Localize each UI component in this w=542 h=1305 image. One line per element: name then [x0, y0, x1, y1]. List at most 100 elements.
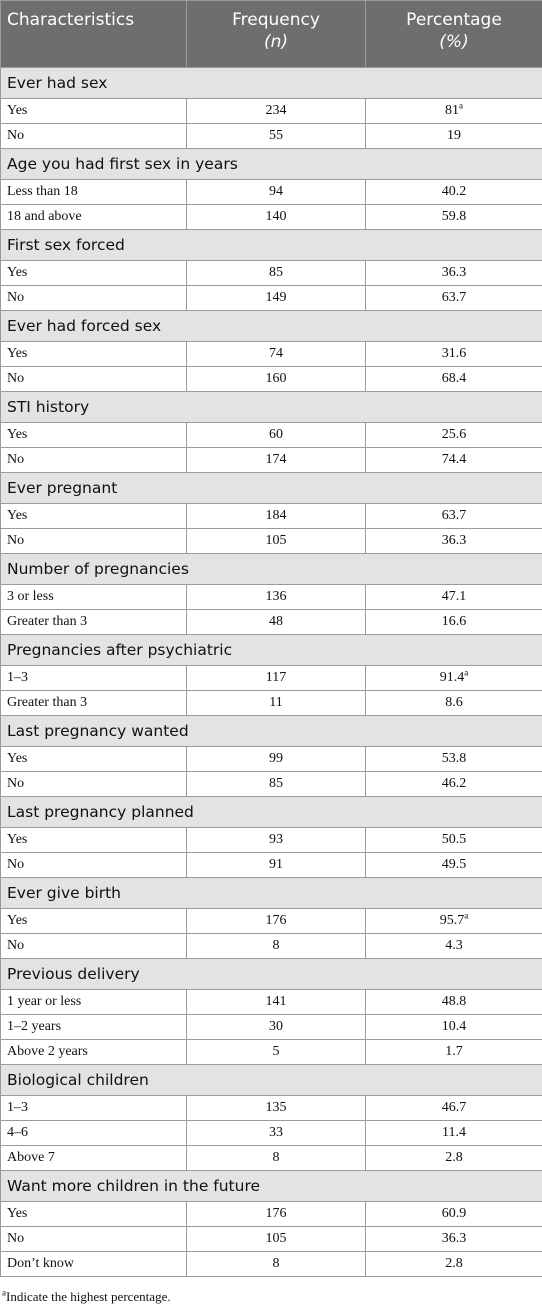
- row-label: Greater than 3: [1, 610, 187, 635]
- percentage: 49.5: [442, 857, 467, 872]
- row-label: No: [1, 529, 187, 554]
- section-row: Ever had sex: [1, 68, 542, 99]
- frequency: 55: [187, 124, 366, 149]
- row-label: 18 and above: [1, 205, 187, 230]
- percentage: 81: [445, 103, 459, 118]
- frequency: 11: [187, 691, 366, 716]
- percentage-cell: 2.8: [366, 1146, 542, 1171]
- note-marker: a: [464, 910, 468, 920]
- percentage-cell: 36.3: [366, 529, 542, 554]
- percentage: 36.3: [442, 265, 467, 280]
- percentage-cell: 68.4: [366, 367, 542, 392]
- percentage-cell: 50.5: [366, 828, 542, 853]
- section-row: Ever had forced sex: [1, 311, 542, 342]
- percentage: 53.8: [442, 751, 467, 766]
- frequency: 105: [187, 529, 366, 554]
- percentage-cell: 40.2: [366, 180, 542, 205]
- percentage-cell: 25.6: [366, 423, 542, 448]
- row-label: No: [1, 448, 187, 473]
- row-label: 4–6: [1, 1121, 187, 1146]
- percentage: 95.7: [440, 913, 465, 928]
- section-row: Number of pregnancies: [1, 554, 542, 585]
- column-unit: (n): [264, 32, 288, 52]
- section-title: Last pregnancy wanted: [1, 716, 542, 747]
- percentage: 46.7: [442, 1100, 467, 1115]
- row-label: No: [1, 124, 187, 149]
- section-title: STI history: [1, 392, 542, 423]
- section-row: Ever pregnant: [1, 473, 542, 504]
- row-label: No: [1, 286, 187, 311]
- percentage: 2.8: [445, 1256, 463, 1271]
- frequency: 176: [187, 909, 366, 934]
- percentage: 4.3: [445, 938, 463, 953]
- section-row: Biological children: [1, 1065, 542, 1096]
- percentage: 63.7: [442, 508, 467, 523]
- column-title: Characteristics: [7, 10, 134, 30]
- percentage: 40.2: [442, 184, 467, 199]
- section-row: Want more children in the future: [1, 1171, 542, 1202]
- frequency: 234: [187, 99, 366, 124]
- frequency: 8: [187, 934, 366, 959]
- row-label: No: [1, 934, 187, 959]
- frequency: 136: [187, 585, 366, 610]
- row-label: Yes: [1, 909, 187, 934]
- percentage-cell: 47.1: [366, 585, 542, 610]
- percentage: 36.3: [442, 533, 467, 548]
- row-label: No: [1, 1227, 187, 1252]
- percentage-cell: 8.6: [366, 691, 542, 716]
- frequency: 141: [187, 990, 366, 1015]
- percentage-cell: 59.8: [366, 205, 542, 230]
- frequency: 33: [187, 1121, 366, 1146]
- percentage-cell: 46.2: [366, 772, 542, 797]
- percentage: 8.6: [445, 695, 463, 710]
- percentage-cell: 48.8: [366, 990, 542, 1015]
- section-row: STI history: [1, 392, 542, 423]
- section-row: Pregnancies after psychiatric: [1, 635, 542, 666]
- frequency: 140: [187, 205, 366, 230]
- frequency: 93: [187, 828, 366, 853]
- percentage-cell: 53.8: [366, 747, 542, 772]
- section-row: Ever give birth: [1, 878, 542, 909]
- percentage-cell: 10.4: [366, 1015, 542, 1040]
- percentage: 10.4: [442, 1019, 467, 1034]
- row-label: No: [1, 367, 187, 392]
- percentage: 50.5: [442, 832, 467, 847]
- percentage-cell: 1.7: [366, 1040, 542, 1065]
- percentage-cell: 4.3: [366, 934, 542, 959]
- percentage-cell: 16.6: [366, 610, 542, 635]
- row-label: Yes: [1, 261, 187, 286]
- section-title: Ever had forced sex: [1, 311, 542, 342]
- percentage-cell: 31.6: [366, 342, 542, 367]
- percentage-cell: 36.3: [366, 261, 542, 286]
- row-label: Yes: [1, 1202, 187, 1227]
- section-title: Age you had first sex in years: [1, 149, 542, 180]
- row-label: Yes: [1, 99, 187, 124]
- percentage-cell: 91.4a: [366, 666, 542, 691]
- percentage: 91.4: [440, 670, 465, 685]
- row-label: Don’t know: [1, 1252, 187, 1277]
- row-label: Greater than 3: [1, 691, 187, 716]
- row-label: 1–2 years: [1, 1015, 187, 1040]
- row-label: Above 7: [1, 1146, 187, 1171]
- percentage-cell: 63.7: [366, 504, 542, 529]
- row-label: 1 year or less: [1, 990, 187, 1015]
- percentage: 74.4: [442, 452, 467, 467]
